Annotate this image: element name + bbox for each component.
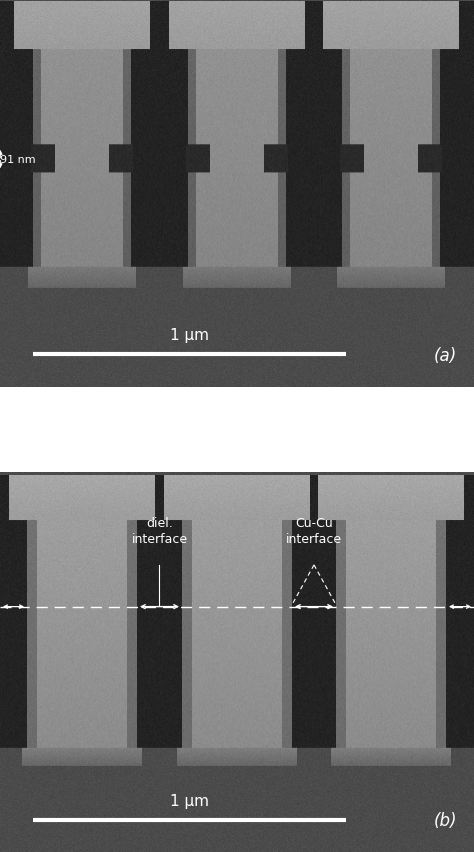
Text: (a): (a) [434, 347, 457, 365]
Text: 1 μm: 1 μm [170, 793, 209, 809]
Text: Cu-Cu
interface: Cu-Cu interface [286, 516, 342, 545]
Text: 91 nm: 91 nm [0, 155, 36, 164]
Text: 1 μm: 1 μm [170, 328, 209, 343]
Text: diel.
interface: diel. interface [131, 516, 188, 545]
Text: (b): (b) [434, 811, 457, 829]
